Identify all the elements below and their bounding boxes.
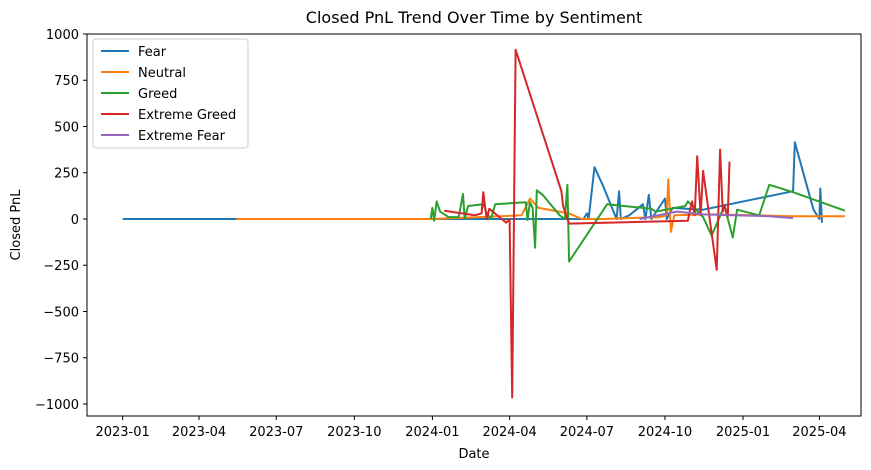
x-tick-label: 2025-04 <box>792 425 846 440</box>
x-tick-label: 2024-01 <box>405 425 459 440</box>
y-tick-label: 1000 <box>46 28 79 43</box>
y-tick-label: −750 <box>43 352 79 367</box>
x-tick-label: 2024-07 <box>560 425 614 440</box>
x-tick-label: 2024-10 <box>638 425 692 440</box>
x-tick-label: 2023-07 <box>249 425 303 440</box>
x-tick-label: 2023-04 <box>172 425 226 440</box>
legend-label: Fear <box>138 45 167 60</box>
x-axis-label: Date <box>458 447 489 462</box>
y-tick-label: 250 <box>54 167 79 182</box>
x-tick-label: 2023-01 <box>95 425 149 440</box>
x-axis-ticks: 2023-01 2023-04 2023-07 2023-10 2024-01 2024-… <box>95 416 847 440</box>
y-axis-ticks: 1000 750 500 250 0 −250 −500 −750 −1000 <box>35 28 87 413</box>
y-tick-label: −1000 <box>35 398 79 413</box>
y-tick-label: −500 <box>43 305 79 320</box>
y-tick-label: 500 <box>54 120 79 135</box>
series-line-extreme-fear <box>639 210 794 220</box>
series-line-extreme-greed <box>444 48 731 399</box>
x-tick-label: 2025-01 <box>716 425 770 440</box>
chart-title: Closed PnL Trend Over Time by Sentiment <box>306 8 642 27</box>
y-tick-label: 750 <box>54 74 79 89</box>
legend-label: Extreme Greed <box>138 108 236 123</box>
series-line-neutral <box>236 178 845 233</box>
legend-label: Neutral <box>138 66 186 81</box>
series-line-greed <box>429 183 846 263</box>
legend: Fear Neutral Greed Extreme Greed Extreme Fea… <box>92 38 249 149</box>
legend-label: Extreme Fear <box>138 129 226 144</box>
y-tick-label: −250 <box>43 259 79 274</box>
legend-label: Greed <box>138 87 177 102</box>
y-tick-label: 0 <box>71 213 79 228</box>
x-tick-label: 2023-10 <box>327 425 381 440</box>
x-tick-label: 2024-04 <box>482 425 536 440</box>
plot-area <box>86 33 862 417</box>
legend-box <box>92 38 249 149</box>
series-line-fear <box>122 141 823 223</box>
plot-frame <box>86 33 862 417</box>
y-axis-label: Closed PnL <box>9 189 24 261</box>
